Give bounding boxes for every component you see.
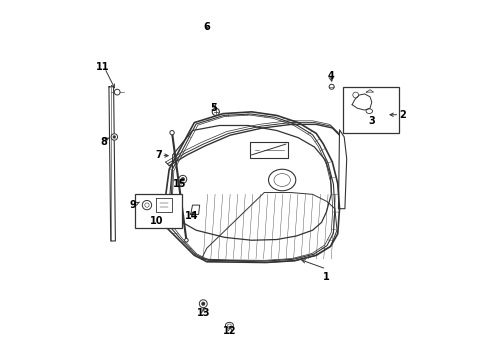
Ellipse shape [225,322,233,328]
Text: 13: 13 [196,308,209,318]
Ellipse shape [227,324,231,327]
Circle shape [179,175,186,183]
Circle shape [113,135,116,138]
Text: 1: 1 [322,272,329,282]
Circle shape [212,108,219,116]
Text: 8: 8 [100,138,107,147]
Circle shape [181,177,184,181]
Circle shape [114,89,120,95]
Text: 9: 9 [129,200,136,210]
Text: 6: 6 [203,22,210,32]
Text: 2: 2 [398,111,405,121]
FancyBboxPatch shape [343,87,398,134]
Text: 11: 11 [96,62,109,72]
Circle shape [184,238,188,242]
FancyBboxPatch shape [135,194,182,228]
Text: 4: 4 [326,71,333,81]
Circle shape [201,302,204,306]
Circle shape [199,300,207,308]
Circle shape [169,131,174,135]
Text: 7: 7 [155,150,162,160]
Text: 3: 3 [367,116,374,126]
Text: 14: 14 [184,211,198,221]
Text: 12: 12 [223,325,236,336]
Text: 5: 5 [210,103,217,113]
Circle shape [328,84,333,89]
Text: 15: 15 [173,179,186,189]
Circle shape [111,134,117,140]
Text: 10: 10 [150,216,163,226]
